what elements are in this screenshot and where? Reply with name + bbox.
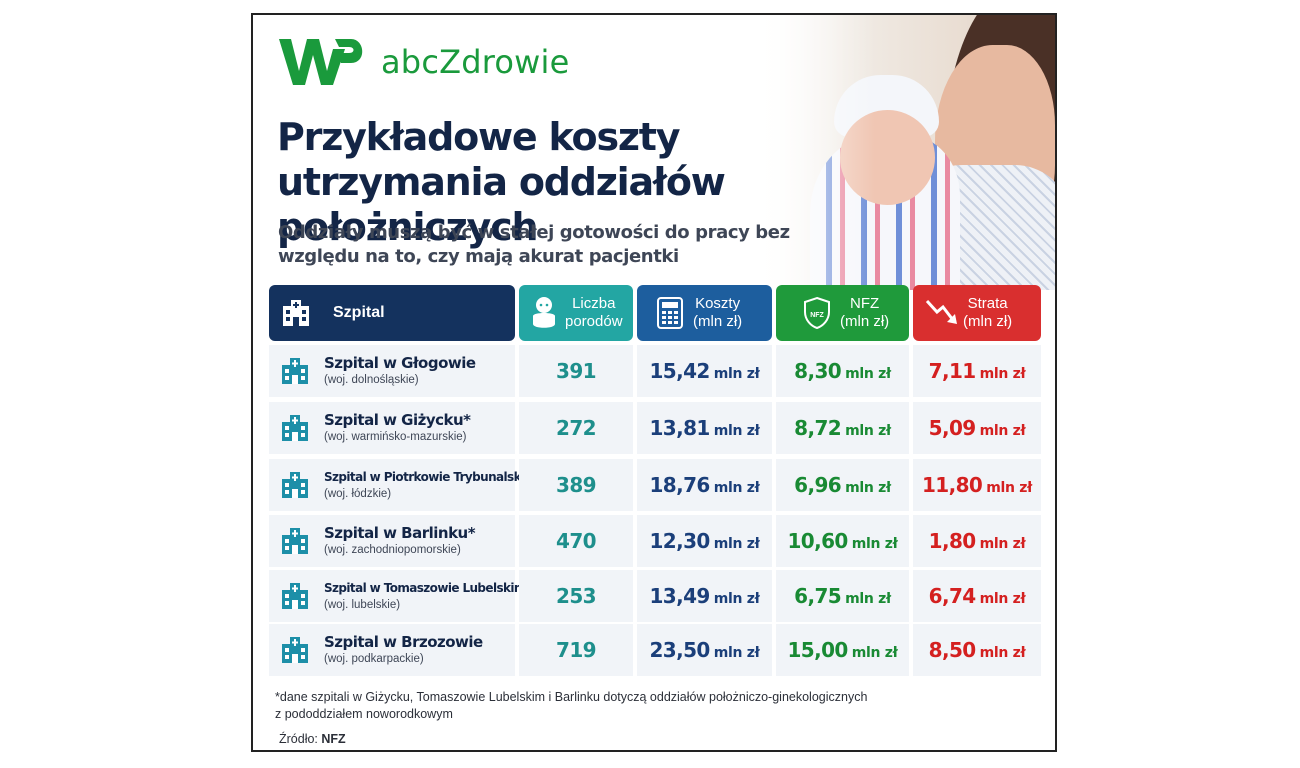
loss-value: 6,74 mln zł	[928, 584, 1026, 608]
loss-cell: 1,80 mln zł	[913, 515, 1041, 567]
births-value: 719	[556, 638, 597, 662]
births-cell: 470	[519, 515, 633, 567]
hospital-name: Szpital w Brzozowie	[324, 633, 483, 651]
header-strata: Strata (mln zł)	[913, 285, 1041, 341]
hospital-region: (woj. dolnośląskie)	[324, 374, 419, 386]
costs-value: 13,49 mln zł	[649, 584, 760, 608]
calculator-icon	[657, 297, 683, 329]
loss-cell: 5,09 mln zł	[913, 402, 1041, 454]
nfz-shield-icon: NFZ	[804, 296, 830, 330]
baby-icon	[533, 297, 555, 328]
loss-value: 5,09 mln zł	[928, 416, 1026, 440]
costs-cell: 13,81 mln zł	[637, 402, 772, 454]
nfz-cell: 6,96 mln zł	[776, 459, 909, 511]
hospital-cell: Szpital w Piotrkowie Trybunalskim (woj. …	[269, 459, 537, 511]
nfz-value: 8,30 mln zł	[794, 359, 891, 383]
footnote: *dane szpitali w Giżycku, Tomaszowie Lub…	[275, 690, 868, 721]
hospital-region: (woj. zachodniopomorskie)	[324, 544, 461, 556]
loss-value: 11,80 mln zł	[921, 473, 1033, 497]
births-value: 253	[556, 584, 597, 608]
hospital-icon	[283, 300, 309, 326]
costs-value: 12,30 mln zł	[649, 529, 760, 553]
infographic-card: abcZdrowie Przykładowe koszty utrzymania…	[251, 13, 1057, 752]
wp-logo-icon	[279, 39, 363, 85]
costs-cell: 13,49 mln zł	[637, 570, 772, 622]
loss-cell: 7,11 mln zł	[913, 345, 1041, 397]
hospital-name: Szpital w Głogowie	[324, 354, 476, 372]
costs-cell: 12,30 mln zł	[637, 515, 772, 567]
loss-value: 8,50 mln zł	[928, 638, 1026, 662]
costs-cell: 23,50 mln zł	[637, 624, 772, 676]
header-porody: Liczba porodów	[519, 285, 633, 341]
births-cell: 272	[519, 402, 633, 454]
loss-value: 7,11 mln zł	[928, 359, 1026, 383]
hospital-region: (woj. podkarpackie)	[324, 653, 424, 665]
source: Źródło: NFZ	[279, 732, 346, 746]
brand-name: abcZdrowie	[381, 43, 570, 81]
hospital-cell: Szpital w Giżycku* (woj. warmińsko-mazur…	[269, 402, 515, 454]
loss-value: 1,80 mln zł	[928, 529, 1026, 553]
hospital-icon	[282, 637, 308, 663]
hospital-icon	[282, 358, 308, 384]
hospital-cell: Szpital w Brzozowie (woj. podkarpackie)	[269, 624, 515, 676]
births-value: 391	[556, 359, 597, 383]
births-cell: 253	[519, 570, 633, 622]
svg-text:NFZ: NFZ	[810, 312, 824, 319]
hospital-icon	[282, 472, 308, 498]
nfz-cell: 6,75 mln zł	[776, 570, 909, 622]
nfz-value: 8,72 mln zł	[794, 416, 891, 440]
header-koszty-label: Koszty (mln zł)	[693, 295, 743, 330]
hospital-icon	[282, 528, 308, 554]
births-value: 272	[556, 416, 597, 440]
costs-cell: 18,76 mln zł	[637, 459, 772, 511]
costs-cell: 15,42 mln zł	[637, 345, 772, 397]
births-cell: 719	[519, 624, 633, 676]
hospital-name: Szpital w Barlinku*	[324, 524, 476, 542]
page-title: Przykładowe koszty utrzymania oddziałów …	[277, 115, 726, 249]
loss-cell: 11,80 mln zł	[913, 459, 1041, 511]
header-szpital: Szpital	[269, 285, 515, 341]
nfz-cell: 8,72 mln zł	[776, 402, 909, 454]
costs-value: 23,50 mln zł	[649, 638, 760, 662]
brand-logo: abcZdrowie	[275, 33, 570, 91]
header-porody-label: Liczba porodów	[565, 295, 623, 330]
nfz-cell: 10,60 mln zł	[776, 515, 909, 567]
hospital-name: Szpital w Piotrkowie Trybunalskim	[324, 470, 537, 484]
header-nfz-label: NFZ (mln zł)	[840, 295, 890, 330]
nfz-value: 10,60 mln zł	[787, 529, 898, 553]
costs-value: 15,42 mln zł	[649, 359, 760, 383]
loss-cell: 8,50 mln zł	[913, 624, 1041, 676]
nfz-value: 15,00 mln zł	[787, 638, 898, 662]
nfz-cell: 15,00 mln zł	[776, 624, 909, 676]
chart-down-icon	[925, 299, 957, 324]
nfz-value: 6,75 mln zł	[794, 584, 891, 608]
loss-cell: 6,74 mln zł	[913, 570, 1041, 622]
births-cell: 391	[519, 345, 633, 397]
hospital-icon	[282, 583, 308, 609]
header-szpital-label: Szpital	[333, 304, 385, 321]
hospital-region: (woj. lubelskie)	[324, 599, 401, 611]
hospital-cell: Szpital w Tomaszowie Lubelskim* (woj. lu…	[269, 570, 532, 622]
hospital-cell: Szpital w Głogowie (woj. dolnośląskie)	[269, 345, 515, 397]
mother-baby-photo	[755, 15, 1055, 290]
header-koszty: Koszty (mln zł)	[637, 285, 772, 341]
hospital-icon	[282, 415, 308, 441]
hospital-region: (woj. łódzkie)	[324, 488, 392, 500]
costs-value: 18,76 mln zł	[649, 473, 760, 497]
births-value: 470	[556, 529, 597, 553]
hospital-name: Szpital w Tomaszowie Lubelskim*	[324, 581, 532, 595]
header-nfz: NFZ NFZ (mln zł)	[776, 285, 909, 341]
header-strata-label: Strata (mln zł)	[963, 295, 1013, 330]
page-subtitle: Oddziały muszą być w stałej gotowości do…	[278, 222, 790, 267]
nfz-value: 6,96 mln zł	[794, 473, 891, 497]
nfz-cell: 8,30 mln zł	[776, 345, 909, 397]
hospital-cell: Szpital w Barlinku* (woj. zachodniopomor…	[269, 515, 515, 567]
births-value: 389	[556, 473, 597, 497]
births-cell: 389	[519, 459, 633, 511]
hospital-name: Szpital w Giżycku*	[324, 411, 471, 429]
costs-value: 13,81 mln zł	[649, 416, 760, 440]
hospital-region: (woj. warmińsko-mazurskie)	[324, 431, 467, 443]
